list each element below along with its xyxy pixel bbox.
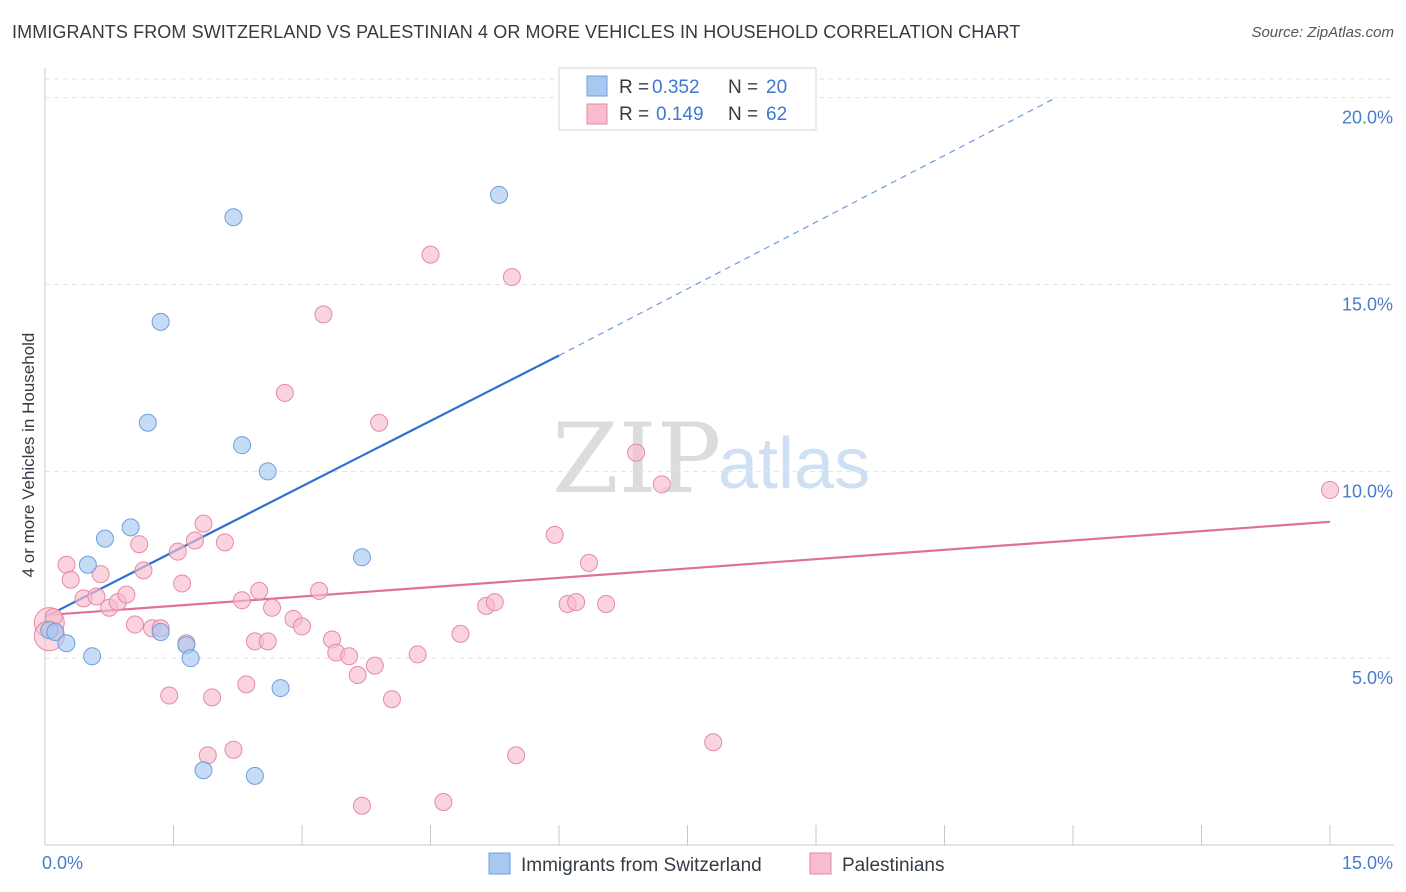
y-tick-label-2: 15.0% (1342, 295, 1393, 315)
point-0-13 (138, 413, 157, 432)
x-tick-label-0: 0.0% (42, 853, 83, 873)
legend-n-value-2: 62 (766, 104, 787, 125)
legend-box: R = 0.352 N = 20 R = 0.149 N = 62 (558, 67, 817, 131)
legend-r-label-1: R = (619, 77, 649, 98)
point-1-33 (310, 581, 329, 600)
point-0-16 (258, 462, 277, 481)
point-1-32 (293, 617, 311, 636)
y-tick-label-3: 20.0% (1342, 108, 1393, 128)
point-1-14 (160, 686, 179, 705)
bottom-legend-swatch-palestinians (809, 852, 832, 875)
point-0-7 (194, 761, 213, 780)
point-1-59 (1321, 481, 1339, 500)
point-1-50 (507, 746, 526, 765)
chart-title: IMMIGRANTS FROM SWITZERLAND VS PALESTINI… (12, 22, 1021, 42)
point-1-54 (579, 553, 598, 572)
point-1-8 (117, 585, 136, 604)
point-0-2 (57, 634, 76, 653)
point-1-53 (567, 593, 586, 612)
point-0-18 (224, 208, 243, 227)
point-0-8 (245, 766, 264, 785)
point-0-3 (83, 647, 102, 666)
point-1-57 (652, 475, 671, 494)
point-1-29 (263, 598, 282, 617)
y-tick-label-0: 5.0% (1352, 668, 1393, 688)
point-1-1 (57, 555, 76, 574)
point-1-41 (370, 413, 389, 432)
trend-line-extension-0 (558, 97, 1057, 357)
bottom-legend-label-palestinians: Palestinians (842, 855, 944, 876)
point-0-14 (151, 312, 170, 331)
point-0-4 (151, 623, 170, 642)
point-0-11 (95, 529, 114, 548)
legend-n-label-1: N = (728, 77, 758, 98)
point-1-20 (198, 746, 217, 765)
point-0-9 (271, 679, 290, 698)
point-1-18 (185, 531, 204, 550)
source-credit: Source: ZipAtlas.com (1251, 24, 1394, 41)
legend-r-label-2: R = (619, 104, 649, 125)
point-1-55 (597, 594, 616, 613)
point-0-10 (78, 555, 97, 574)
point-1-46 (451, 624, 470, 643)
bottom-legend-swatch-switzerland (488, 852, 511, 875)
axes (44, 68, 1394, 846)
point-1-40 (365, 656, 384, 675)
point-0-12 (121, 518, 140, 537)
point-1-11 (134, 561, 153, 580)
point-0-6 (181, 649, 200, 668)
gridlines (45, 78, 1394, 659)
point-0-1 (46, 623, 65, 642)
point-1-43 (408, 645, 427, 664)
point-0-17 (352, 548, 371, 567)
point-1-44 (421, 245, 440, 264)
legend-n-label-2: N = (728, 104, 758, 125)
x-tick-label-1: 15.0% (1342, 853, 1393, 873)
point-1-45 (434, 793, 453, 812)
legend-n-value-1: 20 (766, 77, 787, 98)
point-1-9 (125, 615, 144, 634)
legend-r-value-2: 0.149 (656, 104, 704, 125)
bottom-legend: Immigrants from Switzerland Palestinians (488, 852, 944, 876)
point-1-48 (485, 593, 504, 612)
bottom-legend-label-switzerland: Immigrants from Switzerland (521, 855, 762, 876)
point-1-27 (250, 581, 269, 600)
point-1-24 (233, 591, 252, 610)
legend-r-value-1: 0.352 (652, 77, 700, 98)
point-1-5 (91, 565, 110, 584)
point-0-19 (490, 185, 509, 204)
point-1-16 (173, 574, 192, 593)
point-1-37 (340, 647, 359, 666)
point-1-30 (275, 383, 294, 402)
point-1-34 (314, 305, 333, 324)
point-1-22 (215, 533, 234, 552)
tick-labels: 5.0% 10.0% 15.0% 20.0% 0.0% 15.0% (42, 108, 1393, 873)
point-1-28 (258, 632, 277, 651)
point-1-56 (627, 443, 646, 462)
point-1-38 (348, 665, 367, 684)
y-axis-title: 4 or more Vehicles in Household (19, 333, 38, 578)
point-1-51 (545, 525, 564, 544)
point-0-15 (233, 436, 252, 455)
y-tick-label-1: 10.0% (1342, 481, 1393, 501)
point-1-25 (237, 675, 256, 694)
watermark-atlas: atlas (718, 424, 870, 504)
point-1-15 (168, 542, 187, 561)
point-1-21 (203, 688, 222, 707)
point-1-39 (352, 796, 371, 815)
legend-swatch-palestinians (586, 103, 608, 125)
point-1-10 (130, 535, 149, 554)
point-1-58 (704, 733, 723, 752)
point-1-23 (224, 740, 243, 759)
point-1-42 (382, 690, 401, 709)
point-1-49 (502, 268, 521, 287)
point-1-19 (194, 514, 213, 533)
legend-swatch-switzerland (586, 75, 608, 97)
trend-line-0 (44, 354, 560, 619)
trend-lines (44, 97, 1331, 619)
point-1-4 (87, 587, 106, 606)
data-points (33, 185, 1339, 815)
point-1-2 (61, 570, 80, 589)
